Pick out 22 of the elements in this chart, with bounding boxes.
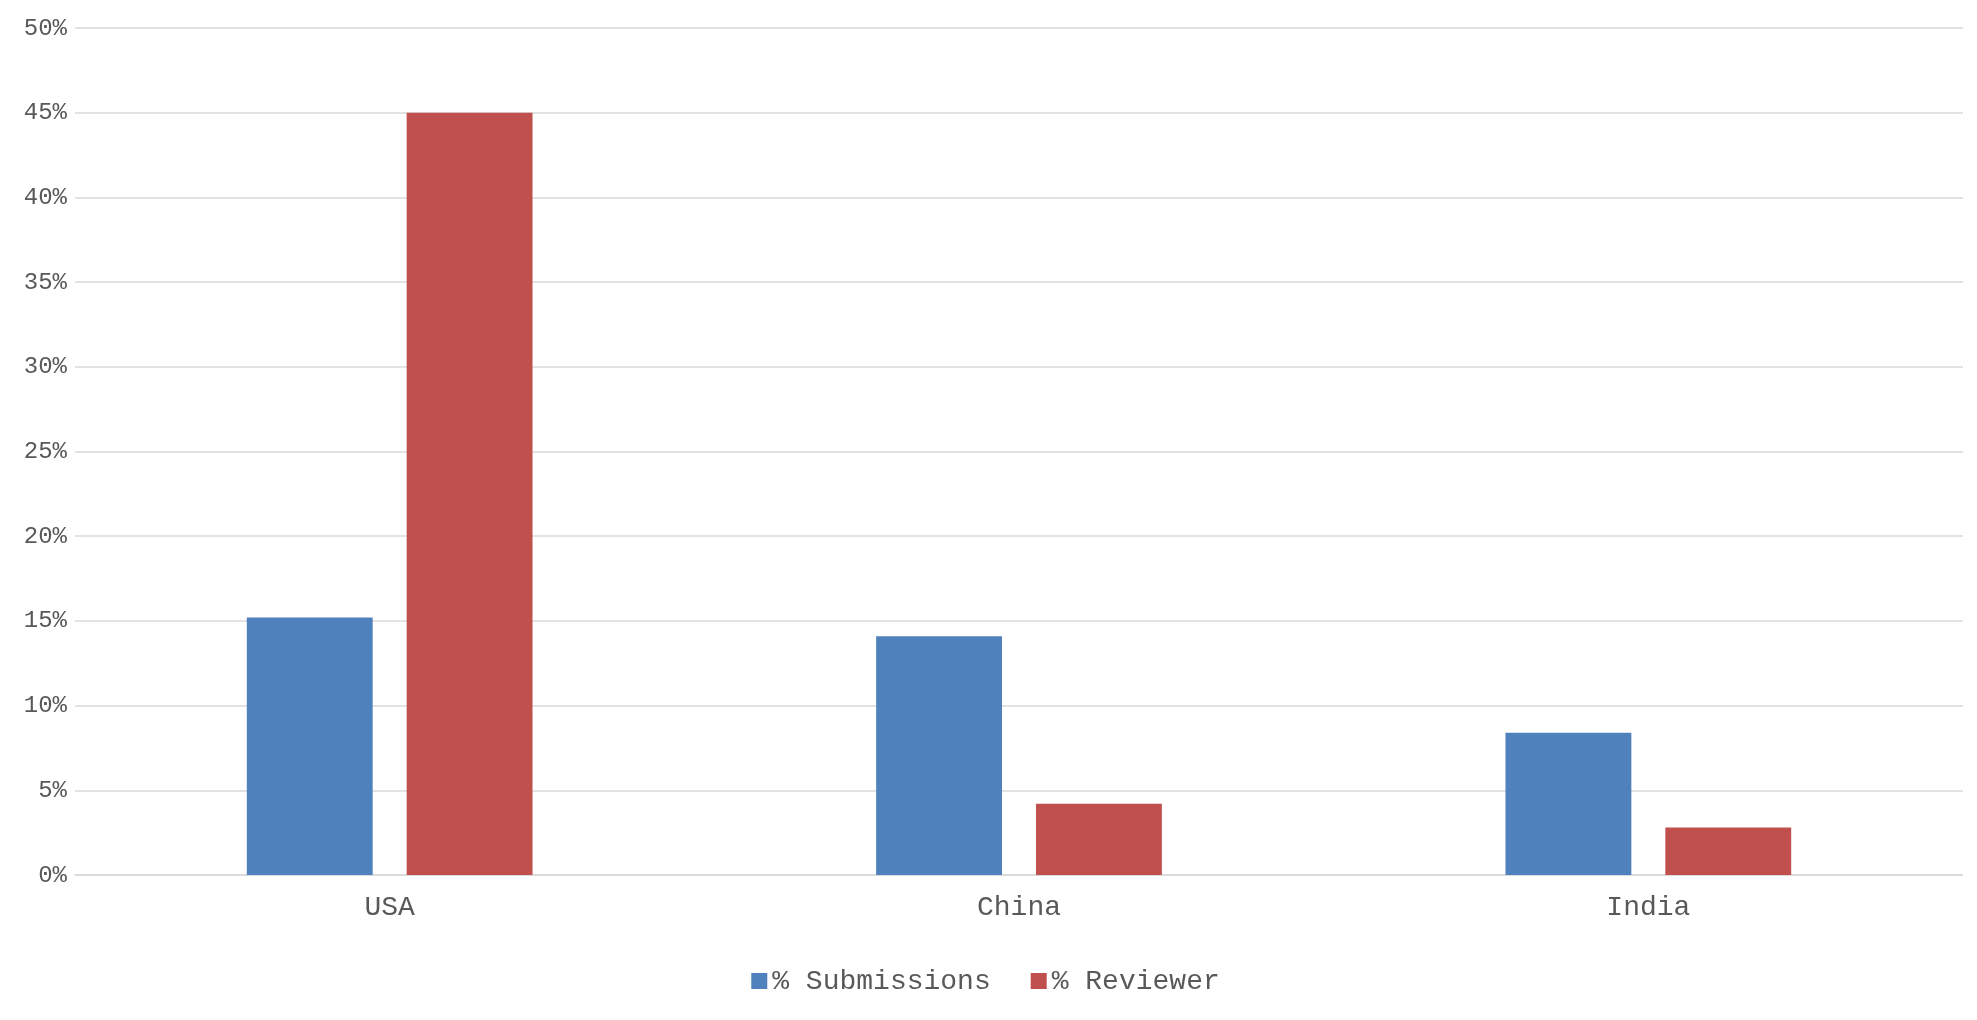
bar xyxy=(876,636,1003,875)
x-tick-label: India xyxy=(1606,891,1691,923)
y-tick-label: 50% xyxy=(23,14,68,42)
y-tick-label: 35% xyxy=(23,268,68,296)
y-tick-label: 15% xyxy=(23,607,68,635)
x-tick-label: China xyxy=(976,891,1062,923)
y-tick-label: 40% xyxy=(23,183,68,211)
x-tick-label: USA xyxy=(364,891,416,923)
y-tick-label: 25% xyxy=(23,438,68,465)
bar xyxy=(1505,732,1632,875)
y-tick-label: 45% xyxy=(23,99,68,127)
legend-label: % Submissions xyxy=(772,965,991,997)
legend-label: % Reviewer xyxy=(1051,965,1220,997)
y-tick-label: 0% xyxy=(38,861,68,889)
y-tick-label: 20% xyxy=(23,522,68,550)
bar xyxy=(406,112,533,875)
bar xyxy=(246,617,373,875)
bar xyxy=(1035,803,1162,875)
y-tick-label: 5% xyxy=(38,776,68,804)
y-tick-label: 30% xyxy=(23,353,68,381)
y-tick-label: 10% xyxy=(23,692,68,720)
bar xyxy=(1665,827,1792,875)
